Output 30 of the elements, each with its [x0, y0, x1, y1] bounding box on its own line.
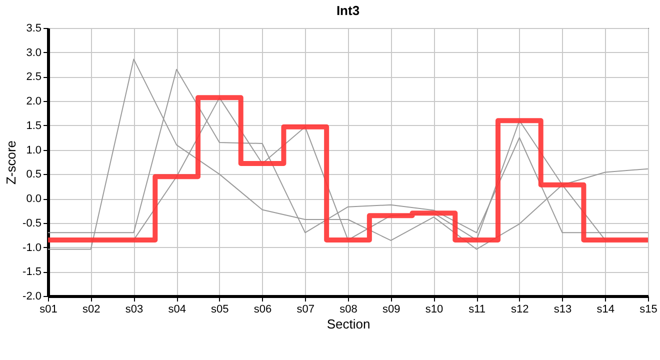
y-tick-label: 1.0 — [26, 144, 42, 156]
x-axis-title: Section — [326, 316, 370, 332]
y-axis-title: Z-score — [4, 140, 19, 185]
y-tick-label: 0.5 — [26, 168, 42, 181]
y-tick-label: 1.5 — [26, 120, 42, 132]
y-tick-label: 0.0 — [26, 193, 42, 206]
y-tick-label: -2.0 — [22, 290, 42, 302]
x-tick-label: s10 — [425, 304, 444, 316]
y-tick-label: 2.0 — [26, 96, 42, 108]
y-tick-label: -1.5 — [22, 266, 42, 278]
y-tick-label: -1.0 — [22, 242, 42, 254]
y-tick-label: 3.5 — [26, 22, 42, 34]
y-tick-label: 2.5 — [26, 71, 42, 84]
x-tick-label: s15 — [640, 304, 658, 316]
x-tick-label: s05 — [211, 304, 229, 316]
x-tick-label: s13 — [554, 304, 572, 316]
chart-title: Int3 — [336, 3, 360, 18]
x-tick-label: s01 — [40, 304, 58, 316]
y-tick-label: 3.0 — [26, 46, 42, 59]
x-tick-label: s11 — [468, 304, 486, 316]
x-tick-label: s06 — [254, 304, 272, 316]
x-tick-label: s08 — [340, 304, 358, 316]
x-tick-label: s04 — [168, 304, 186, 316]
x-tick-label: s03 — [125, 304, 144, 316]
y-tick-label: -0.5 — [22, 217, 42, 230]
x-tick-label: s12 — [511, 304, 529, 316]
x-tick-label: s09 — [382, 304, 400, 316]
x-tick-label: s02 — [82, 304, 100, 316]
x-tick-label: s07 — [296, 304, 315, 316]
x-tick-label: s14 — [596, 304, 615, 316]
